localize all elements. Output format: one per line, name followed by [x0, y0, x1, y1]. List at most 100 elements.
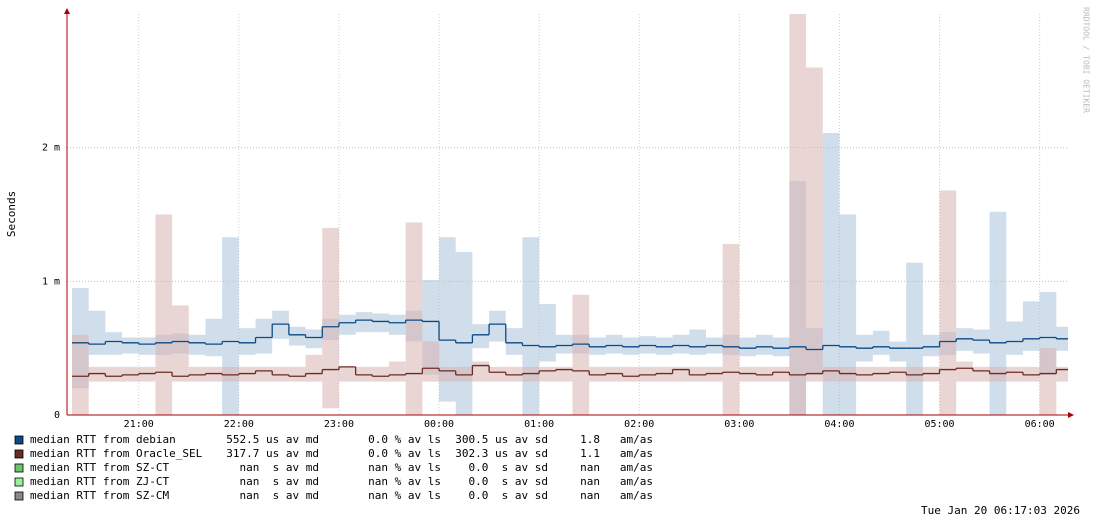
smoke-band: [72, 334, 89, 415]
legend-stat: 1.8 am/as: [580, 433, 653, 446]
legend-stat: 0.0 % av ls: [368, 433, 441, 446]
smoke-band: [88, 366, 106, 382]
smoke-band: [906, 262, 923, 415]
smoke-band: [338, 314, 356, 335]
labels: 0 1 m 2 m 21:00 22:00 23:00 00:00 01:00 02:00 03:…: [42, 143, 1055, 430]
x-tick-label: 23:00: [324, 419, 354, 430]
smoke-band: [655, 366, 673, 382]
smoke-band: [806, 67, 823, 382]
smoke-band: [922, 334, 940, 357]
smoke-band: [889, 366, 907, 382]
smoke-band: [989, 366, 1007, 382]
smoke-band: [388, 361, 406, 382]
smoke: [72, 14, 1068, 415]
legend-stat: 300.5 us av sd: [455, 433, 548, 446]
smoke-band: [739, 337, 757, 357]
x-tick-label: 00:00: [424, 419, 454, 430]
smoke-band: [639, 366, 656, 382]
smoke-band: [1056, 366, 1068, 382]
smoke-band: [789, 14, 807, 415]
x-tick-label: 02:00: [624, 419, 654, 430]
smoke-band: [756, 366, 773, 382]
smoke-band: [872, 330, 890, 355]
x-tick-label: 05:00: [924, 419, 954, 430]
legend-label: median RTT from Oracle_SEL: [30, 447, 203, 460]
legend-swatch: [14, 477, 24, 487]
legend-stat: nan s av md: [240, 475, 319, 488]
smoke-band: [355, 366, 373, 382]
legend-swatch: [14, 449, 24, 459]
lines: [72, 319, 1068, 377]
smoke-band: [689, 366, 706, 382]
smoke-band: [772, 337, 790, 357]
legend-stat: 1.1 am/as: [580, 447, 653, 460]
smoke-band: [489, 366, 506, 382]
smoke-band: [372, 313, 389, 333]
smoke-band: [555, 334, 573, 354]
smoke-band: [589, 337, 606, 355]
smoke-band: [122, 366, 139, 382]
smoke-band: [272, 310, 289, 339]
smoke-band: [839, 366, 857, 382]
smoke-band: [1022, 366, 1040, 382]
smoke-band: [756, 334, 773, 355]
smoke-band: [1022, 301, 1040, 351]
smoke-band: [238, 328, 256, 355]
watermark: RRDTOOL / TOBI OETIKER: [1082, 7, 1091, 113]
smoke-band: [555, 366, 573, 382]
legend-label: median RTT from debian: [30, 433, 176, 446]
legend-stat: nan % av ls: [368, 489, 441, 502]
smoke-band: [572, 294, 590, 415]
legend-stat: nan % av ls: [368, 475, 441, 488]
timestamp: Tue Jan 20 06:17:03 2026: [921, 504, 1080, 517]
legend-label: median RTT from SZ-CT: [30, 461, 169, 474]
smoke-band: [455, 251, 473, 415]
smoke-band: [822, 366, 840, 382]
y-axis-arrow: [64, 8, 70, 14]
smoke-band: [705, 366, 723, 382]
smoke-band: [355, 312, 373, 333]
smoke-band: [338, 366, 356, 382]
smoke-band: [972, 366, 990, 382]
smoke-band: [255, 366, 273, 382]
legend-label: median RTT from SZ-CM: [30, 489, 169, 502]
smoke-band: [505, 366, 523, 382]
smoke-band: [122, 337, 139, 354]
smoke-band: [388, 314, 406, 335]
smoke-band: [472, 324, 490, 349]
smoke-band: [822, 132, 840, 415]
smoke-band: [155, 214, 173, 415]
smoke-band: [238, 366, 256, 382]
smoke-band: [255, 318, 273, 354]
smoke-band: [288, 326, 306, 346]
smoke-band: [1006, 321, 1023, 355]
legend-stat: 0.0 s av sd: [469, 489, 548, 502]
smoke-band: [522, 366, 540, 382]
legend-swatch: [14, 435, 24, 445]
smoke-band: [439, 237, 456, 402]
smoke-band: [222, 237, 239, 415]
smoke-band: [772, 366, 790, 382]
legend-stat: nan am/as: [580, 489, 653, 502]
smoke-band: [322, 227, 339, 409]
y-tick-label: 2 m: [42, 143, 60, 154]
smoke-band: [188, 334, 206, 355]
smoke-band: [88, 310, 106, 355]
smoke-band: [739, 366, 757, 382]
smoke-band: [605, 366, 623, 382]
smoke-band: [939, 190, 957, 415]
smoke-band: [439, 366, 456, 382]
legend-stat: nan am/as: [580, 475, 653, 488]
legend-stat: 552.5 us av md: [226, 433, 319, 446]
smoke-band: [889, 341, 907, 362]
smoke-band: [205, 366, 223, 382]
smoke-band: [589, 366, 606, 382]
x-tick-label: 01:00: [524, 419, 554, 430]
smoke-band: [972, 329, 990, 354]
smoke-band: [539, 366, 556, 382]
smoke-band: [138, 366, 156, 382]
smoke-band: [856, 366, 873, 382]
legend: median RTT from debian 552.5 us av md 0.0 …: [14, 433, 653, 502]
smoke-band: [655, 337, 673, 355]
